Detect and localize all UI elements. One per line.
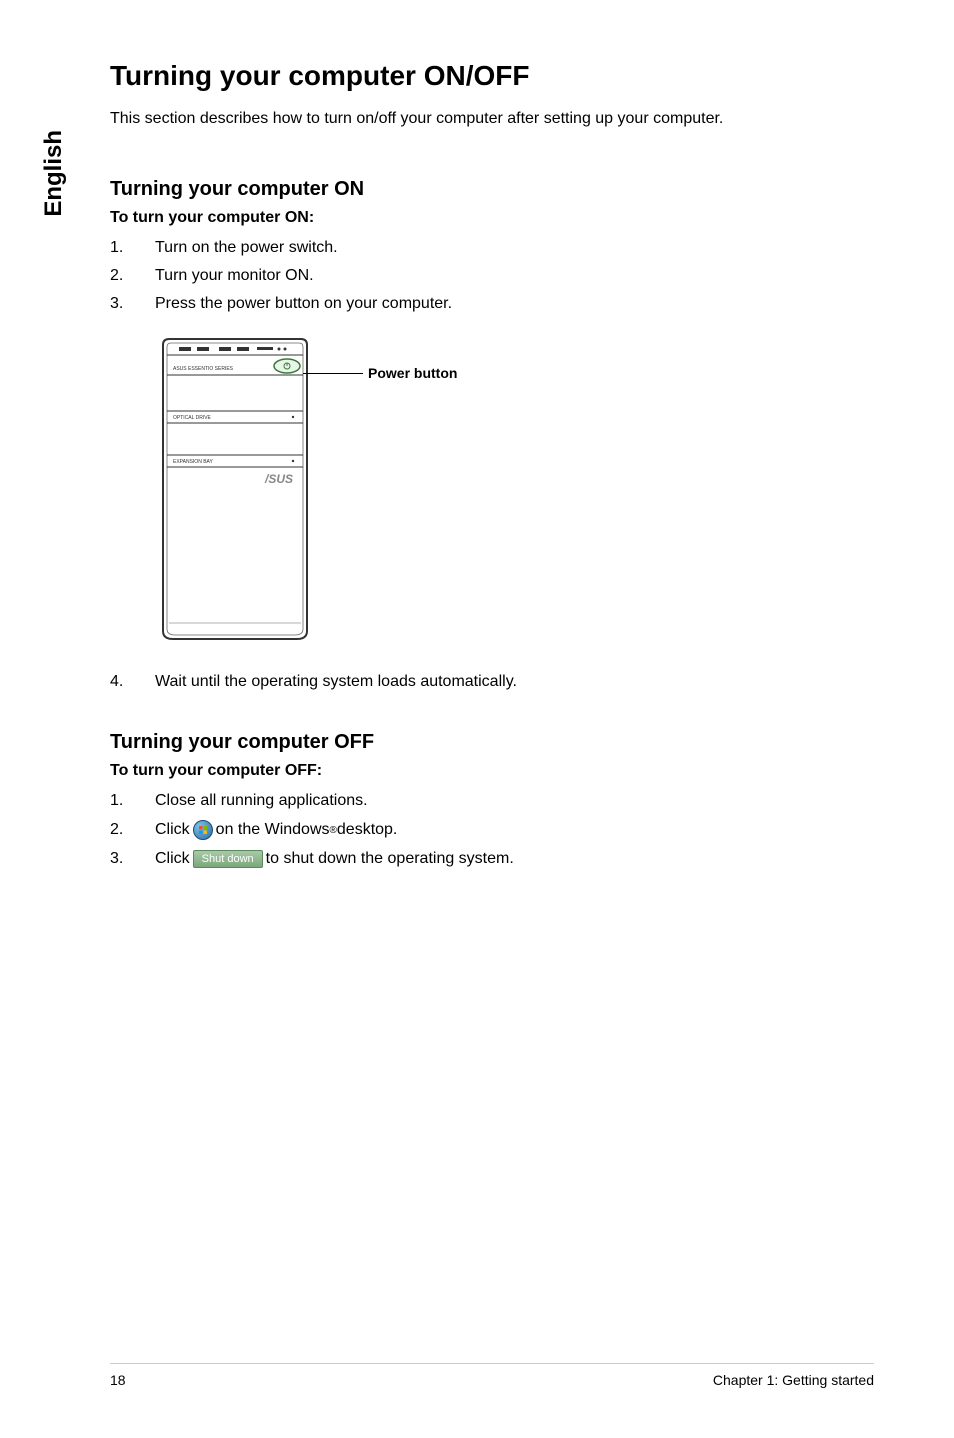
- off-section-title: Turning your computer OFF: [110, 731, 874, 754]
- computer-case-svg: ASUS ESSENTIO SERIES OPTICAL DRIVE EXPAN…: [155, 333, 315, 643]
- step-suffix: on the Windows: [216, 821, 330, 839]
- expansion-label: EXPANSION BAY: [173, 459, 213, 465]
- power-button-callout: Power button: [303, 365, 457, 381]
- off-section: Turning your computer OFF To turn your c…: [110, 731, 874, 868]
- step-suffix: to shut down the operating system.: [266, 850, 514, 868]
- step-text: Turn on the power switch.: [155, 239, 338, 257]
- step-text: Turn your monitor ON.: [155, 267, 314, 285]
- list-item: 1. Close all running applications.: [110, 792, 874, 810]
- step-prefix: Click: [155, 821, 190, 839]
- step-number: 2.: [110, 821, 155, 839]
- series-label: ASUS ESSENTIO SERIES: [173, 366, 234, 372]
- power-button-label: Power button: [368, 365, 457, 381]
- list-item: 3. Press the power button on your comput…: [110, 295, 874, 313]
- callout-line: [303, 373, 363, 374]
- shutdown-button-icon: Shut down: [193, 850, 263, 868]
- step-text: Close all running applications.: [155, 792, 368, 810]
- brand-text: /SUS: [264, 472, 293, 486]
- main-title: Turning your computer ON/OFF: [110, 60, 874, 92]
- step-number: 4.: [110, 673, 155, 691]
- intro-text: This section describes how to turn on/of…: [110, 110, 874, 128]
- list-item: 4. Wait until the operating system loads…: [110, 673, 874, 691]
- registered-mark: ®: [330, 825, 337, 836]
- list-item: 2. Turn your monitor ON.: [110, 267, 874, 285]
- step-number: 3.: [110, 850, 155, 868]
- page-number: 18: [110, 1372, 126, 1388]
- on-steps-list-continued: 4. Wait until the operating system loads…: [110, 673, 874, 691]
- list-item: 3. Click Shut down to shut down the oper…: [110, 850, 874, 868]
- step-number: 2.: [110, 267, 155, 285]
- side-language-tab: English: [40, 130, 68, 217]
- step-number: 3.: [110, 295, 155, 313]
- on-steps-list: 1. Turn on the power switch. 2. Turn you…: [110, 239, 874, 313]
- step-text: Wait until the operating system loads au…: [155, 673, 517, 691]
- step-number: 1.: [110, 239, 155, 257]
- list-item: 2. Click on the Windows® desktop.: [110, 820, 874, 840]
- windows-orb-icon: [193, 820, 213, 840]
- step-content: Click Shut down to shut down the operati…: [155, 850, 514, 868]
- on-section-subtitle: To turn your computer ON:: [110, 209, 874, 227]
- list-item: 1. Turn on the power switch.: [110, 239, 874, 257]
- chapter-label: Chapter 1: Getting started: [713, 1372, 874, 1388]
- step-number: 1.: [110, 792, 155, 810]
- off-steps-list: 1. Close all running applications. 2. Cl…: [110, 792, 874, 868]
- step-text: Press the power button on your computer.: [155, 295, 452, 313]
- step-content: Click on the Windows® desktop.: [155, 820, 397, 840]
- on-section-title: Turning your computer ON: [110, 178, 874, 201]
- step-prefix: Click: [155, 850, 190, 868]
- optical-label: OPTICAL DRIVE: [173, 415, 212, 421]
- computer-diagram: ASUS ESSENTIO SERIES OPTICAL DRIVE EXPAN…: [155, 333, 874, 643]
- off-section-subtitle: To turn your computer OFF:: [110, 762, 874, 780]
- page-footer: 18 Chapter 1: Getting started: [110, 1363, 874, 1388]
- step-suffix2: desktop.: [337, 821, 397, 839]
